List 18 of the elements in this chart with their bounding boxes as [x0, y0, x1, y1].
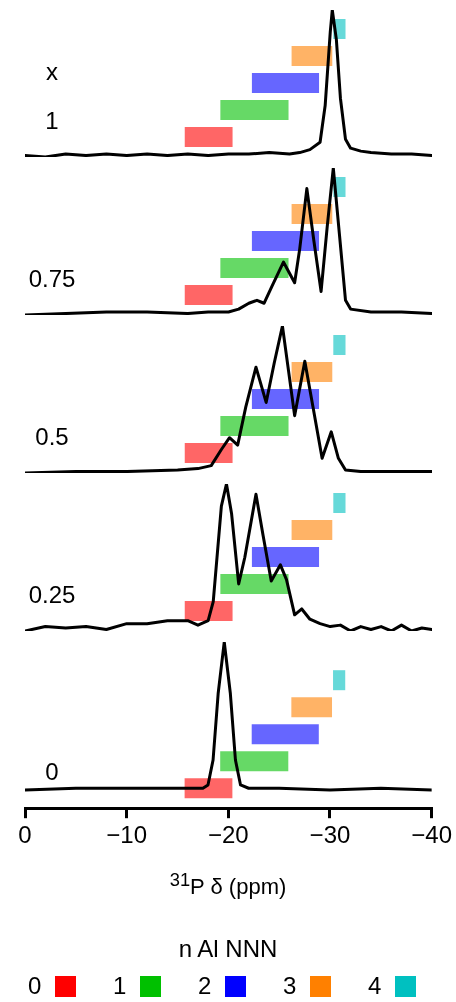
legend-label: 2: [198, 972, 212, 999]
annotation: 0.5: [35, 422, 69, 450]
legend-label: 1: [113, 972, 127, 999]
x-tick-label: −30: [309, 821, 351, 849]
annotation: 0.25: [28, 580, 76, 608]
x-axis-title: $^{31}$P δ (ppm): [168, 869, 288, 901]
annotation: 1: [45, 106, 59, 134]
annotation: 0.75: [28, 264, 76, 292]
annotation: x: [46, 57, 58, 85]
legend-label: 4: [368, 972, 382, 999]
annotation: 0: [45, 757, 59, 785]
x-tick-label: 0: [18, 821, 32, 849]
legend-label: 3: [283, 972, 297, 999]
legend-title: n Al NNN: [177, 935, 279, 963]
x-tick-label: −40: [411, 821, 452, 849]
x-tick-label: −10: [106, 821, 148, 849]
x-tick-label: −20: [207, 821, 249, 849]
legend-label: 0: [28, 972, 42, 999]
